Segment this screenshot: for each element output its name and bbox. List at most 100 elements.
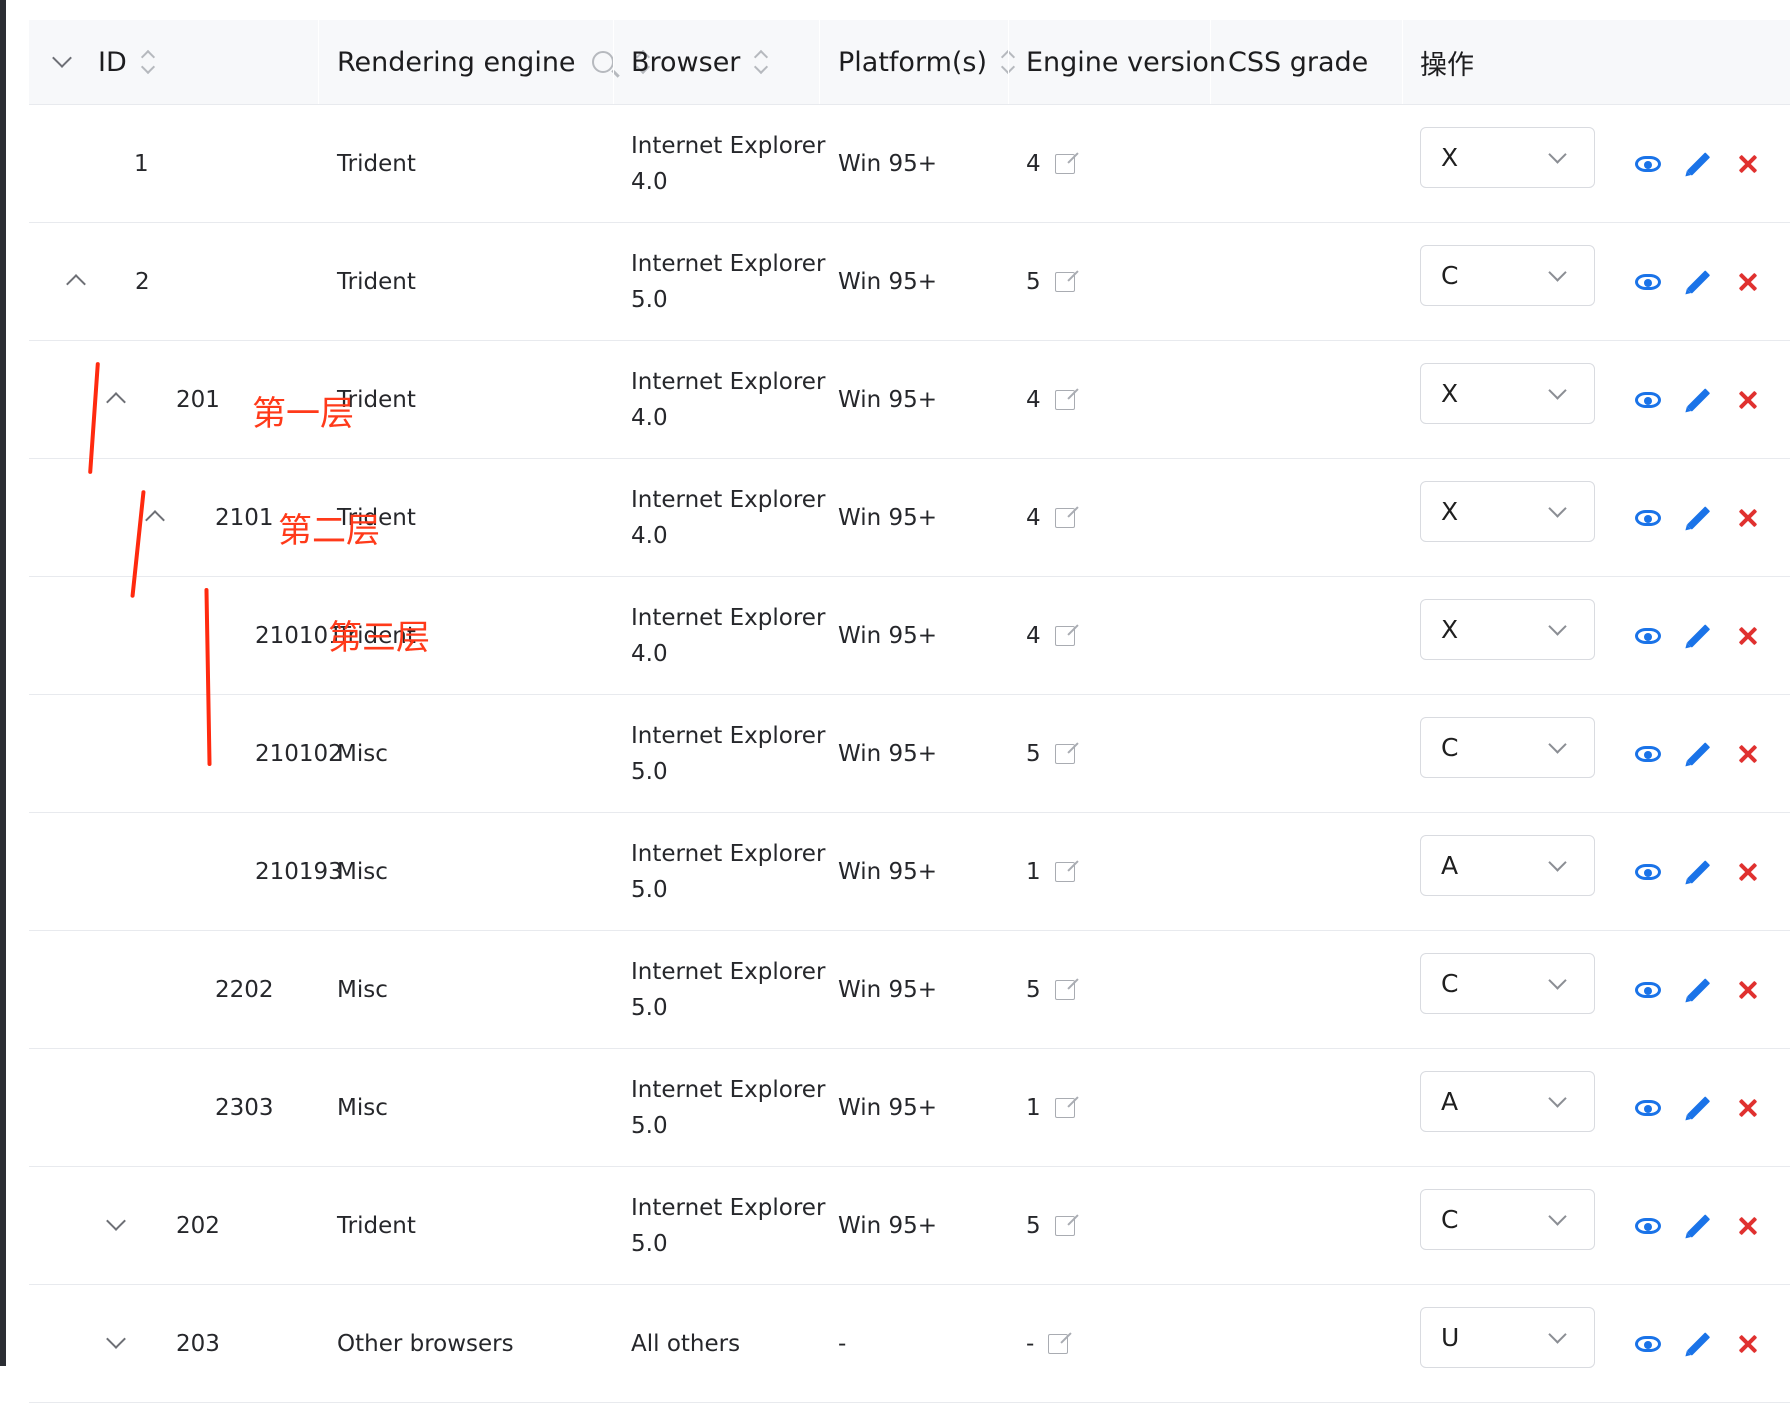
table-row: 210101 Trident Internet Explorer 4.0 Win 95+… (29, 577, 1790, 695)
pencil-icon (1686, 1331, 1710, 1356)
edit-button[interactable] (1684, 622, 1712, 650)
pencil-icon (1686, 269, 1710, 294)
delete-button[interactable] (1734, 1094, 1762, 1122)
sort-icon[interactable] (754, 48, 770, 76)
delete-button[interactable] (1734, 504, 1762, 532)
edit-icon[interactable] (1054, 1097, 1075, 1118)
view-button[interactable] (1634, 268, 1662, 296)
edit-button[interactable] (1684, 268, 1712, 296)
delete-button[interactable] (1734, 1212, 1762, 1240)
row-actions (1634, 459, 1784, 576)
delete-button[interactable] (1734, 858, 1762, 886)
close-icon (1738, 1334, 1758, 1354)
chevron-down-icon (1548, 1325, 1567, 1344)
eye-icon (1635, 391, 1661, 408)
cell-version: 5 (1026, 223, 1075, 340)
chevron-up-icon[interactable] (145, 510, 165, 530)
edit-button[interactable] (1684, 1212, 1712, 1240)
view-button[interactable] (1634, 740, 1662, 768)
header-platform[interactable]: Platform(s) (838, 20, 1017, 104)
delete-button[interactable] (1734, 1330, 1762, 1358)
edit-icon[interactable] (1054, 625, 1075, 646)
cell-engine: Misc (337, 976, 388, 1003)
row-expand-toggle[interactable] (143, 505, 167, 530)
header-id[interactable]: ID (98, 20, 157, 104)
cell-engine: Trident (337, 504, 416, 531)
edit-icon[interactable] (1054, 153, 1075, 174)
edit-icon[interactable] (1054, 861, 1075, 882)
view-button[interactable] (1634, 1094, 1662, 1122)
eye-icon (1635, 1335, 1661, 1352)
sort-icon[interactable] (1001, 48, 1017, 76)
cell-platform: Win 95+ (838, 150, 938, 177)
grade-select[interactable]: C (1420, 953, 1595, 1014)
edit-icon[interactable] (1054, 507, 1075, 528)
edit-icon[interactable] (1054, 979, 1075, 1000)
search-icon[interactable] (591, 51, 614, 73)
grade-select[interactable]: C (1420, 245, 1595, 306)
version-value: 5 (1026, 1212, 1041, 1239)
grade-select[interactable]: X (1420, 127, 1595, 188)
edit-button[interactable] (1684, 1330, 1712, 1358)
view-button[interactable] (1634, 150, 1662, 178)
delete-button[interactable] (1734, 740, 1762, 768)
grade-select[interactable]: X (1420, 599, 1595, 660)
view-button[interactable] (1634, 976, 1662, 1004)
chevron-down-icon[interactable] (52, 48, 72, 68)
view-button[interactable] (1634, 858, 1662, 886)
delete-button[interactable] (1734, 386, 1762, 414)
chevron-up-icon[interactable] (106, 392, 126, 412)
view-button[interactable] (1634, 504, 1662, 532)
view-button[interactable] (1634, 1330, 1662, 1358)
delete-button[interactable] (1734, 622, 1762, 650)
header-browser-label: Browser (631, 46, 741, 78)
eye-icon (1635, 155, 1661, 172)
header-id-label: ID (98, 46, 127, 78)
edit-button[interactable] (1684, 504, 1712, 532)
version-value: 5 (1026, 268, 1041, 295)
header-browser[interactable]: Browser (631, 20, 770, 104)
delete-button[interactable] (1734, 976, 1762, 1004)
edit-button[interactable] (1684, 150, 1712, 178)
sort-icon[interactable] (141, 48, 157, 76)
delete-button[interactable] (1734, 150, 1762, 178)
close-icon (1738, 744, 1758, 764)
view-button[interactable] (1634, 386, 1662, 414)
grade-select[interactable]: U (1420, 1307, 1595, 1368)
column-divider (1210, 20, 1211, 104)
edit-icon[interactable] (1054, 1215, 1075, 1236)
row-expand-toggle[interactable] (104, 1329, 128, 1355)
edit-icon[interactable] (1054, 389, 1075, 410)
edit-button[interactable] (1684, 858, 1712, 886)
grade-select[interactable]: C (1420, 717, 1595, 778)
row-expand-toggle[interactable] (64, 269, 88, 294)
cell-engine: Trident (337, 268, 416, 295)
grade-select[interactable]: A (1420, 835, 1595, 896)
chevron-down-icon[interactable] (106, 1329, 126, 1349)
view-button[interactable] (1634, 622, 1662, 650)
chevron-down-icon[interactable] (106, 1211, 126, 1231)
grade-select[interactable]: X (1420, 481, 1595, 542)
header-engine[interactable]: Rendering engine (337, 20, 652, 104)
grade-select[interactable]: C (1420, 1189, 1595, 1250)
grade-select[interactable]: X (1420, 363, 1595, 424)
edit-button[interactable] (1684, 1094, 1712, 1122)
edit-button[interactable] (1684, 976, 1712, 1004)
expand-all-toggle[interactable] (52, 20, 72, 104)
browser-name: Internet Explorer (631, 604, 826, 631)
grade-select[interactable]: A (1420, 1071, 1595, 1132)
view-button[interactable] (1634, 1212, 1662, 1240)
chevron-down-icon (1548, 145, 1567, 164)
edit-icon[interactable] (1054, 271, 1075, 292)
cell-browser: All others (631, 1285, 740, 1402)
edit-button[interactable] (1684, 740, 1712, 768)
data-table: ID Rendering engine Browser Platform(s) … (29, 20, 1790, 1403)
grade-value: C (1441, 1205, 1459, 1234)
chevron-up-icon[interactable] (66, 274, 86, 294)
row-expand-toggle[interactable] (104, 1211, 128, 1237)
edit-icon[interactable] (1048, 1333, 1069, 1354)
row-expand-toggle[interactable] (104, 387, 128, 412)
delete-button[interactable] (1734, 268, 1762, 296)
edit-button[interactable] (1684, 386, 1712, 414)
edit-icon[interactable] (1054, 743, 1075, 764)
